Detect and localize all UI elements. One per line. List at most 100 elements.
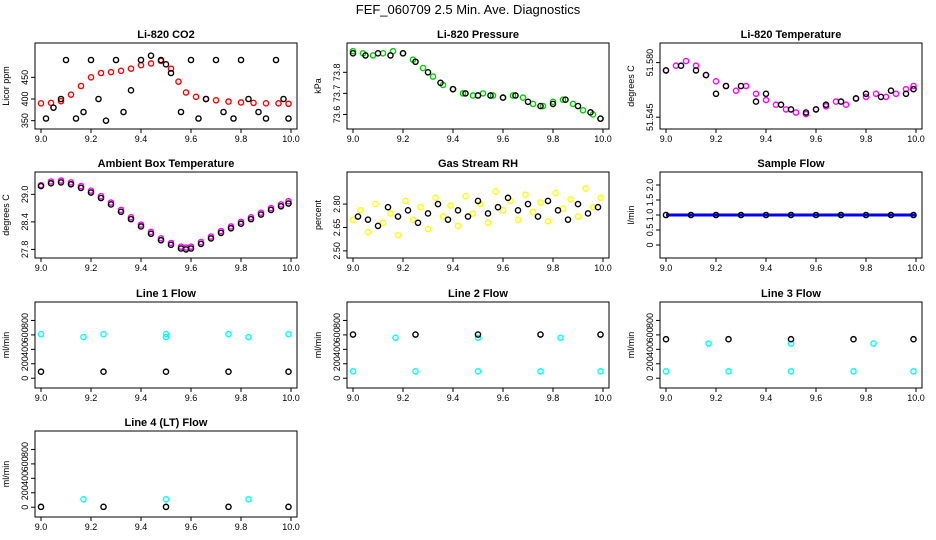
x-tick-label: 9.4 — [135, 522, 148, 532]
data-point-black — [662, 67, 670, 74]
data-point-yellow — [567, 196, 574, 203]
data-point-red — [262, 100, 270, 107]
data-point-red — [175, 78, 182, 85]
data-point-black — [72, 115, 80, 122]
data-point-black — [499, 94, 507, 101]
data-point-black — [537, 331, 544, 338]
data-point-yellow — [432, 194, 439, 202]
chart-panel-9: Line 3 Flow ml/min 9.0 9.2 9.4 9.6 9.8 10.0 0 200… — [626, 288, 925, 403]
x-tick-label: 9.6 — [185, 134, 198, 144]
chart-title: Line 2 Flow — [448, 288, 508, 300]
data-point-magenta — [872, 90, 880, 98]
x-tick-label: 9.0 — [347, 393, 360, 403]
data-point-cyan — [100, 330, 107, 338]
data-point-black — [220, 108, 227, 116]
x-tick-label: 9.0 — [35, 134, 48, 144]
data-point-black — [257, 211, 265, 218]
data-point-yellow — [469, 210, 477, 217]
data-point-cyan — [225, 330, 232, 338]
y-tick-label: 28.4 — [20, 213, 30, 231]
chart-panel-3: Li-820 Temperature degrees C 9.0 9.2 9.4 9.6 9… — [626, 29, 925, 144]
data-point-black — [537, 102, 544, 110]
data-point-black — [50, 104, 57, 111]
chart-title: Line 1 Flow — [136, 288, 196, 300]
data-point-black — [777, 101, 785, 109]
data-point-black — [702, 71, 710, 79]
data-point-black — [237, 220, 245, 228]
y-tick-label: 2.0 — [645, 179, 655, 192]
chart-panel-8: Line 2 Flow ml/min 9.0 9.2 9.4 9.6 9.8 10.0 0 200… — [313, 288, 612, 403]
data-point-black — [187, 245, 195, 252]
data-point-black — [812, 211, 820, 219]
data-point-black — [374, 222, 382, 230]
data-point-cyan — [412, 368, 419, 375]
data-point-black — [37, 182, 45, 190]
data-point-cyan — [537, 368, 544, 375]
x-tick-label: 9.6 — [810, 393, 823, 403]
data-point-black — [237, 56, 245, 64]
data-point-red — [97, 69, 105, 77]
x-tick-label: 9.6 — [497, 263, 510, 273]
data-point-black — [677, 62, 685, 70]
data-point-cyan — [392, 334, 399, 342]
x-tick-label: 9.4 — [447, 393, 460, 403]
data-point-red — [192, 93, 200, 101]
data-point-yellow — [462, 192, 469, 200]
y-tick-label: 2.50 — [332, 242, 342, 260]
plot-frame — [659, 301, 923, 389]
data-point-black — [364, 216, 372, 223]
plot-frame — [34, 171, 298, 259]
y-axis-label: kPa — [313, 78, 323, 94]
x-tick-label: 9.4 — [760, 134, 773, 144]
data-point-black — [449, 85, 457, 93]
data-point-yellow — [387, 210, 394, 217]
data-point-black — [549, 100, 557, 108]
data-point-black — [120, 108, 127, 116]
data-point-black — [95, 95, 102, 103]
data-point-green — [549, 98, 557, 106]
data-point-black — [512, 92, 519, 99]
data-point-black — [387, 52, 394, 59]
data-point-black — [412, 58, 419, 66]
data-point-green — [579, 106, 587, 114]
x-tick-label: 9.2 — [710, 134, 723, 144]
x-tick-label: 9.2 — [710, 263, 723, 273]
y-tick-label: 200 — [645, 356, 655, 371]
data-point-black — [852, 95, 860, 102]
y-tick-label: 200 — [332, 356, 342, 371]
data-point-black — [42, 115, 50, 122]
data-point-black — [57, 179, 65, 186]
data-point-black — [212, 56, 220, 64]
x-tick-label: 9.8 — [235, 134, 248, 144]
data-point-black — [280, 95, 287, 103]
data-point-black — [285, 200, 292, 207]
data-point-cyan — [787, 368, 795, 375]
plot-frame — [34, 42, 298, 130]
y-tick-label: 800 — [332, 313, 342, 328]
y-tick-label: 800 — [20, 313, 30, 328]
data-point-cyan — [557, 334, 564, 342]
data-point-black — [725, 335, 732, 343]
y-axis-label: l/min — [626, 205, 636, 224]
data-point-yellow — [597, 194, 604, 202]
data-point-magenta — [762, 96, 770, 104]
data-point-yellow — [544, 217, 552, 225]
data-point-red — [285, 100, 292, 108]
data-point-cyan — [349, 368, 357, 375]
data-point-black — [77, 184, 85, 192]
data-point-black — [202, 95, 210, 103]
x-tick-label: 10.0 — [907, 393, 925, 403]
chart-title: Line 3 Flow — [761, 288, 821, 300]
data-point-black — [404, 207, 412, 214]
data-point-red — [212, 97, 220, 104]
x-tick-label: 9.0 — [347, 134, 360, 144]
data-point-yellow — [492, 188, 499, 195]
data-point-magenta — [285, 197, 292, 205]
data-point-black — [424, 210, 432, 217]
y-tick-label: 51.545 — [645, 103, 655, 131]
y-tick-label: 800 — [645, 313, 655, 328]
data-point-magenta — [752, 90, 760, 98]
data-point-black — [267, 206, 275, 214]
data-point-black — [157, 56, 165, 64]
x-tick-label: 10.0 — [282, 263, 300, 273]
